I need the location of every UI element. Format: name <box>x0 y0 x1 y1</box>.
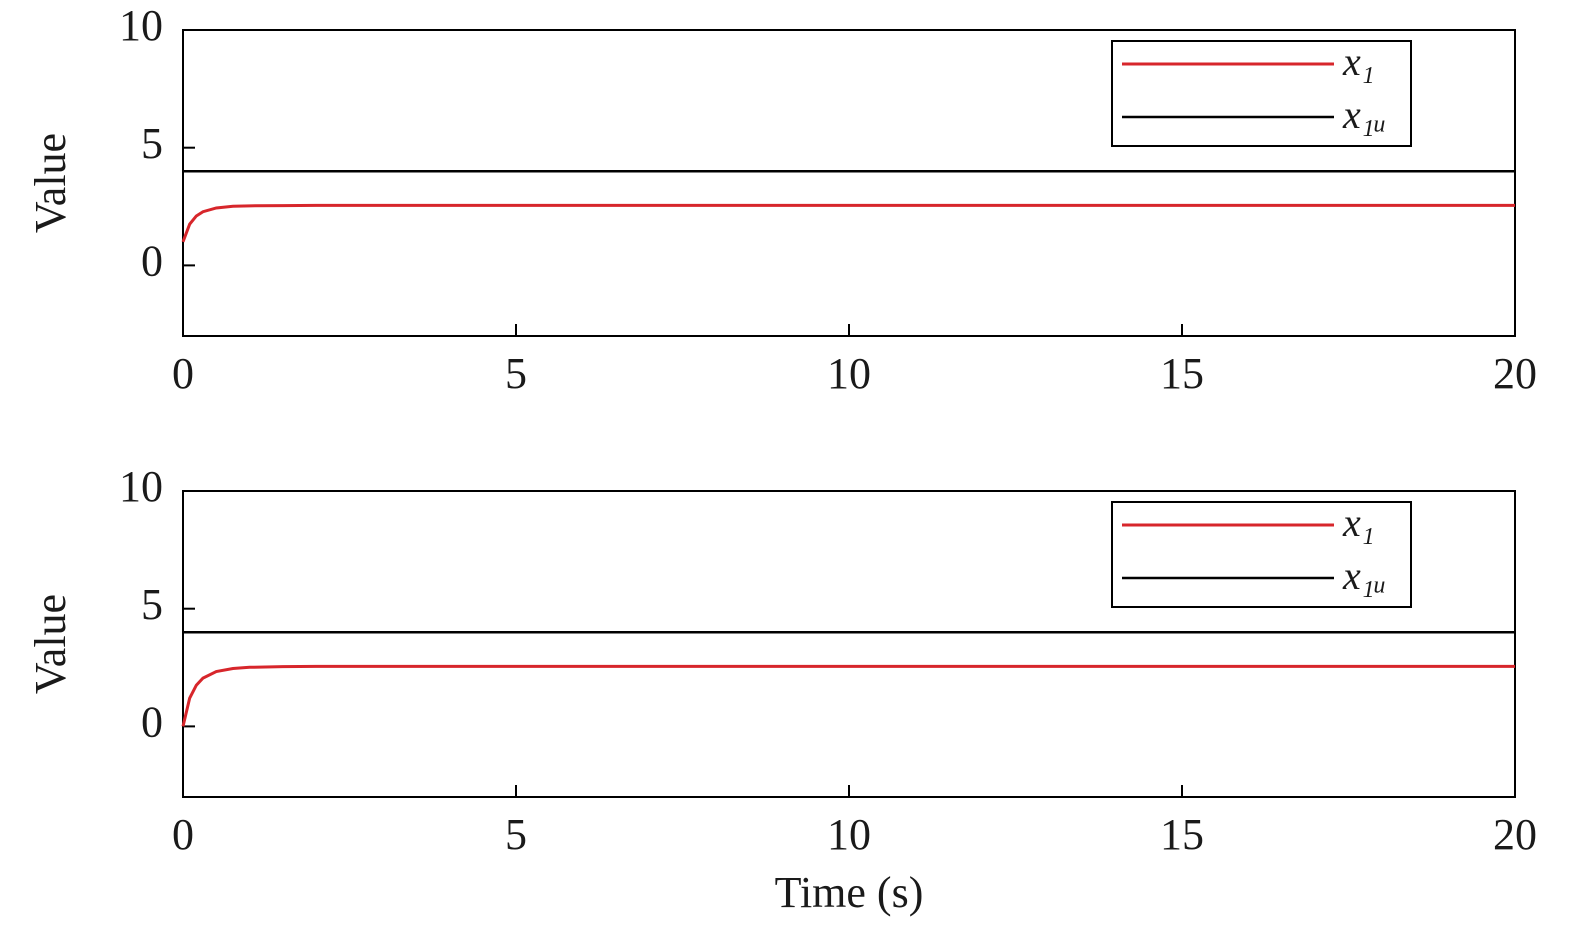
legend-box <box>1111 501 1412 608</box>
legend-label: x₁ᵤ <box>1342 92 1386 137</box>
x-tick-label: 20 <box>1493 810 1537 859</box>
y-tick-label: 10 <box>119 462 163 511</box>
y-tick-label: 0 <box>141 697 163 746</box>
x-tick-label: 0 <box>172 349 194 398</box>
x-tick-label: 10 <box>827 810 871 859</box>
y-axis-label: Value <box>26 133 75 233</box>
data-line <box>181 203 1515 243</box>
x-tick-label: 15 <box>1160 810 1204 859</box>
y-tick-label: 10 <box>119 1 163 50</box>
x-tick-label: 0 <box>172 810 194 859</box>
legend-label: x₁ <box>1342 500 1375 545</box>
x-tick-label: 20 <box>1493 349 1537 398</box>
legend-box <box>1111 40 1412 147</box>
data-line <box>181 664 1515 727</box>
legend-label: x₁ᵤ <box>1342 553 1386 598</box>
x-tick-label: 5 <box>505 810 527 859</box>
x-tick-label: 15 <box>1160 349 1204 398</box>
y-axis-label: Value <box>26 594 75 694</box>
x-tick-label: 10 <box>827 349 871 398</box>
y-tick-label: 5 <box>141 580 163 629</box>
y-tick-label: 5 <box>141 119 163 168</box>
legend-label: x₁ <box>1342 39 1375 84</box>
y-tick-label: 0 <box>141 236 163 285</box>
x-tick-label: 5 <box>505 349 527 398</box>
x-axis-label: Time (s) <box>775 868 924 917</box>
